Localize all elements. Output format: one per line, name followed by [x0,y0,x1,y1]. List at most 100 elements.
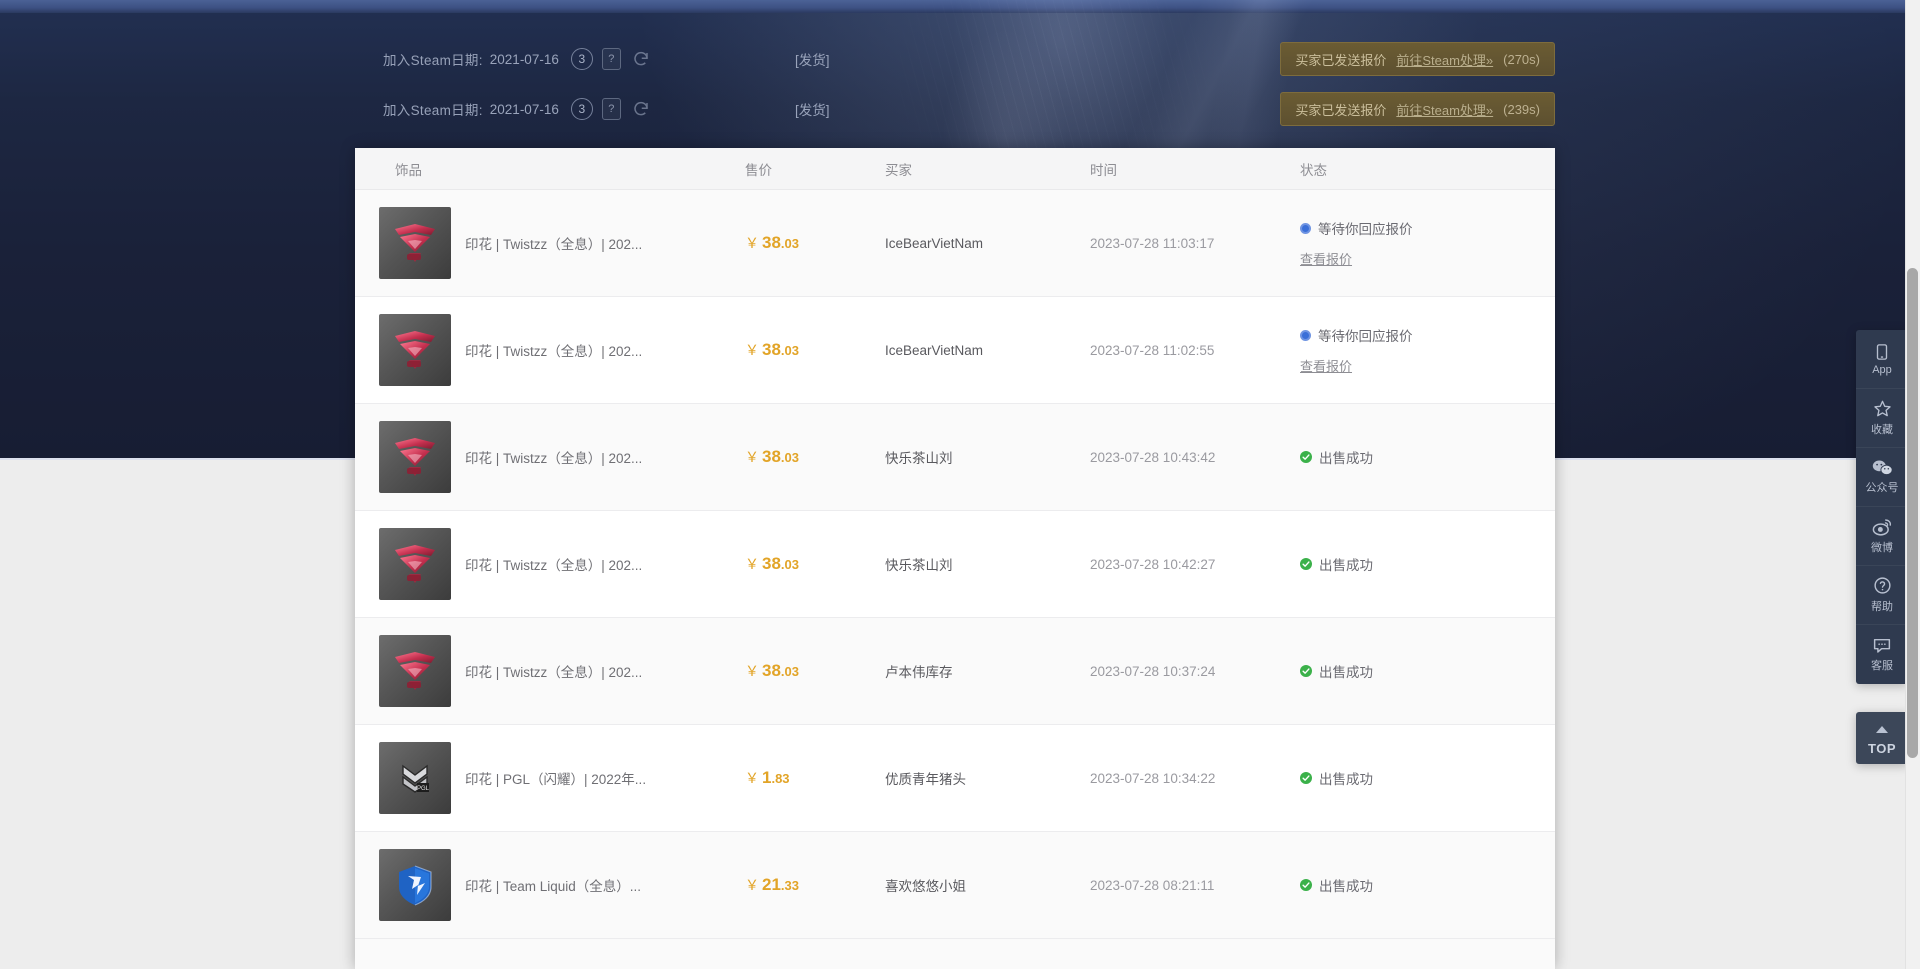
refresh-icon[interactable] [621,50,650,68]
view-offer-link[interactable]: 查看报价 [1300,252,1353,267]
page-scrollbar-track[interactable] [1905,0,1920,969]
pending-trade-row: 加入Steam日期: 2021-07-16 3 ? [发货] 买家已发送报价 前… [355,84,1555,134]
join-date-value: 2021-07-16 [489,101,559,117]
sidebar-item-公众号[interactable]: 公众号 [1856,448,1908,507]
price-cell: ￥ 1.83 [745,768,885,788]
price-cell: ￥ 21.33 [745,875,885,895]
price-cell: ￥ 38.03 [745,447,885,467]
page-scrollbar-thumb[interactable] [1907,268,1918,758]
column-header-price: 售价 [745,162,772,178]
faze-sticker-icon [379,314,451,386]
star-icon [1873,399,1892,418]
item-cell[interactable]: PGL 印花 | PGL（闪耀）| 2022年... [355,742,745,814]
sidebar-item-label: 微博 [1871,541,1893,554]
svg-text:PGL: PGL [417,786,430,792]
sidebar-item-帮助[interactable]: 帮助 [1856,566,1908,625]
sidebar-item-App[interactable]: App [1856,330,1908,389]
status-success: 出售成功 [1300,447,1515,467]
currency-symbol: ￥ [745,663,759,679]
transaction-time: 2023-07-28 10:42:27 [1090,556,1216,572]
status-text: 出售成功 [1319,451,1373,466]
item-cell[interactable]: 印花 | Twistzz（全息）| 202... [355,314,745,386]
table-body: 印花 | Twistzz（全息）| 202... ￥ 38.03 IceBearVie… [355,190,1555,939]
transaction-time: 2023-07-28 10:34:22 [1090,770,1216,786]
countdown-timer: (239s) [1503,101,1540,117]
waiting-dot-icon [1300,222,1311,234]
item-name: 印花 | Twistzz（全息）| 202... [465,344,643,359]
status-waiting: 等待你回应报价 [1300,218,1515,238]
item-cell[interactable]: 印花 | Twistzz（全息）| 202... [355,207,745,279]
status-text: 出售成功 [1319,772,1373,787]
table-header-row: 饰品 售价 买家 时间 状态 [355,148,1555,190]
transaction-time: 2023-07-28 10:37:24 [1090,663,1216,679]
status-text: 出售成功 [1319,558,1373,573]
column-header-status: 状态 [1300,162,1327,178]
arrow-up-icon [1875,721,1889,739]
sidebar-item-客服[interactable]: 客服 [1856,625,1908,684]
price-cents: .03 [780,236,799,251]
price-main: 1 [762,768,772,787]
price-main: 38 [762,661,781,680]
goto-steam-link[interactable]: 前往Steam处理» [1396,52,1494,68]
price-cell: ￥ 38.03 [745,554,885,574]
top-button-label: TOP [1868,740,1896,756]
sidebar-item-微博[interactable]: 微博 [1856,507,1908,566]
price-cents: .03 [780,557,799,572]
pending-account-info: 加入Steam日期: 2021-07-16 3 ? [383,98,650,120]
pending-trades-panel: 加入Steam日期: 2021-07-16 3 ? [发货] 买家已发送报价 前… [355,14,1555,126]
status-text: 出售成功 [1319,879,1373,894]
item-cell[interactable]: 印花 | Twistzz（全息）| 202... [355,421,745,493]
weibo-icon [1872,518,1892,536]
join-date-label: 加入Steam日期: [383,53,483,68]
buyer-name: IceBearVietNam [885,342,984,358]
currency-symbol: ￥ [745,877,759,893]
table-row[interactable]: 印花 | Twistzz（全息）| 202... ￥ 38.03 快乐茶山刘 2023-… [355,404,1555,511]
ship-action-text[interactable]: [发货] [795,53,830,68]
price-main: 38 [762,447,781,466]
pending-status-badge: 买家已发送报价 前往Steam处理» (239s) [1280,92,1555,126]
unknown-badge: ? [601,98,621,120]
table-row[interactable]: 印花 | Team Liquid（全息）... ￥ 21.33 喜欢悠悠小姐 2023-… [355,832,1555,939]
buyer-name: 喜欢悠悠小姐 [885,879,966,894]
ship-action-text[interactable]: [发货] [795,103,830,118]
item-cell[interactable]: 印花 | Twistzz（全息）| 202... [355,635,745,707]
item-name: 印花 | Twistzz（全息）| 202... [465,451,643,466]
goto-steam-link[interactable]: 前往Steam处理» [1396,102,1494,118]
scroll-to-top-button[interactable]: TOP [1856,712,1908,764]
waiting-dot-icon [1300,329,1311,341]
currency-symbol: ￥ [745,556,759,572]
pgl-sticker-icon: PGL [379,742,451,814]
status-text: 等待你回应报价 [1318,329,1413,344]
table-row[interactable]: 印花 | Twistzz（全息）| 202... ￥ 38.03 IceBearVie… [355,297,1555,404]
buyer-name: 卢本伟库存 [885,665,953,680]
column-header-item: 饰品 [395,162,422,178]
status-cell: 出售成功 [1300,768,1515,788]
faze-sticker-icon [379,528,451,600]
buyer-name: 快乐茶山刘 [885,558,953,573]
transaction-time: 2023-07-28 11:03:17 [1090,235,1215,251]
table-row[interactable]: PGL 印花 | PGL（闪耀）| 2022年... ￥ 1.83 优质青年猪头 2023… [355,725,1555,832]
item-name: 印花 | Twistzz（全息）| 202... [465,558,643,573]
table-row[interactable]: 印花 | Twistzz（全息）| 202... ￥ 38.03 快乐茶山刘 2023-… [355,511,1555,618]
column-header-buyer: 买家 [885,162,912,178]
sidebar-item-收藏[interactable]: 收藏 [1856,389,1908,448]
check-circle-icon [1300,665,1312,677]
table-row[interactable]: 印花 | Twistzz（全息）| 202... ￥ 38.03 卢本伟库存 2023-… [355,618,1555,725]
table-row[interactable]: 印花 | Twistzz（全息）| 202... ￥ 38.03 IceBearVie… [355,190,1555,297]
price-cents: .03 [780,343,799,358]
refresh-icon[interactable] [621,100,650,118]
item-cell[interactable]: 印花 | Twistzz（全息）| 202... [355,528,745,600]
status-text: 等待你回应报价 [1318,222,1413,237]
price-main: 21 [762,875,781,894]
faze-sticker-icon [379,635,451,707]
view-offer-link[interactable]: 查看报价 [1300,359,1353,374]
pending-trade-row: 加入Steam日期: 2021-07-16 3 ? [发货] 买家已发送报价 前… [355,34,1555,84]
buyer-name: IceBearVietNam [885,235,984,251]
level-badge: 3 [570,98,593,120]
transaction-time: 2023-07-28 08:21:11 [1090,877,1215,893]
buyer-name: 优质青年猪头 [885,772,966,787]
sidebar-item-label: 帮助 [1871,601,1893,613]
item-cell[interactable]: 印花 | Team Liquid（全息）... [355,849,745,921]
price-cell: ￥ 38.03 [745,233,885,253]
status-cell: 等待你回应报价查看报价 [1300,325,1515,375]
